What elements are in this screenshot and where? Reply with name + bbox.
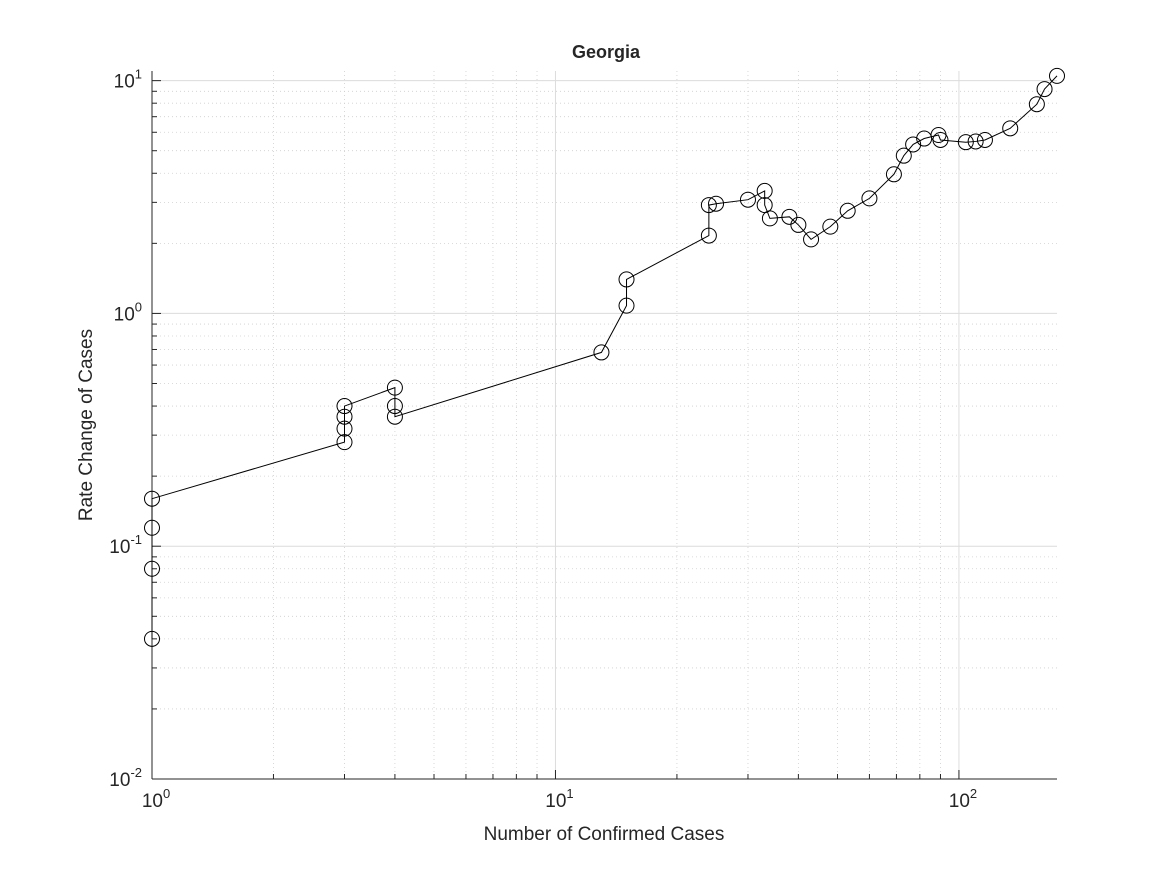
data-point-marker [905, 136, 922, 153]
chart-title: Georgia [572, 42, 641, 62]
data-point-marker [144, 519, 160, 536]
data-point-marker [336, 408, 353, 425]
x-axis-label: Number of Confirmed Cases [484, 824, 725, 845]
y-tick-label-base: 10 [109, 770, 130, 791]
data-point-marker [739, 191, 756, 208]
data-point-marker [708, 195, 725, 212]
data-series [144, 67, 1065, 647]
data-point-marker [895, 147, 912, 164]
data-point-marker [336, 398, 353, 415]
data-point-marker [618, 297, 635, 314]
x-tick-label: 102 [949, 786, 977, 812]
x-tick-label-exponent: 1 [566, 786, 573, 801]
data-point-marker [839, 202, 856, 219]
data-point-marker [336, 434, 353, 451]
y-tick-label-exponent: 0 [135, 299, 142, 314]
y-tick-label-base: 10 [114, 304, 135, 325]
data-point-marker [1028, 96, 1045, 113]
x-tick-label-base: 10 [949, 791, 970, 812]
y-tick-label-exponent: -2 [130, 765, 142, 780]
data-point-marker [967, 133, 984, 150]
y-tick-label: 100 [114, 299, 142, 325]
x-tick-label-base: 10 [545, 791, 566, 812]
data-point-marker [1002, 120, 1019, 137]
data-point-marker [700, 227, 717, 244]
data-point-marker [976, 131, 993, 148]
data-point-marker [761, 210, 778, 227]
data-point-marker [593, 344, 610, 361]
plot-area [152, 71, 1057, 779]
x-tick-label-exponent: 0 [163, 786, 170, 801]
axes [151, 71, 1057, 780]
data-point-marker [144, 490, 160, 507]
y-axis-label: Rate Change of Cases [76, 329, 97, 521]
data-point-marker [618, 271, 635, 288]
data-point-marker [861, 190, 878, 207]
data-point-marker [144, 630, 160, 647]
data-point-marker [822, 218, 839, 235]
data-point-marker [1049, 67, 1065, 84]
data-point-marker [957, 134, 974, 151]
y-tick-label: 101 [114, 67, 142, 93]
data-point-marker [386, 408, 403, 425]
y-tick-label-exponent: 1 [135, 67, 142, 82]
grid [151, 71, 1057, 780]
y-tick-label-base: 10 [114, 72, 135, 93]
data-point-marker [336, 420, 353, 437]
data-point-marker [756, 182, 773, 199]
data-point-marker [932, 131, 949, 148]
x-tick-label: 100 [142, 786, 170, 812]
x-tick-label: 101 [545, 786, 573, 812]
x-tick-label-base: 10 [142, 791, 163, 812]
y-tick-label: 10-2 [109, 765, 142, 791]
y-tick-label-exponent: -1 [130, 532, 142, 547]
data-point-marker [144, 560, 160, 577]
data-point-marker [1036, 81, 1053, 98]
y-tick-label-base: 10 [109, 537, 130, 558]
data-point-marker [386, 398, 403, 415]
data-point-marker [885, 166, 902, 183]
data-point-marker [386, 379, 403, 396]
data-point-marker [803, 231, 820, 248]
data-point-marker [700, 197, 717, 214]
x-tick-label-exponent: 2 [970, 786, 977, 801]
data-point-marker [790, 216, 807, 233]
y-tick-label: 10-1 [109, 532, 142, 558]
data-point-marker [781, 208, 798, 225]
